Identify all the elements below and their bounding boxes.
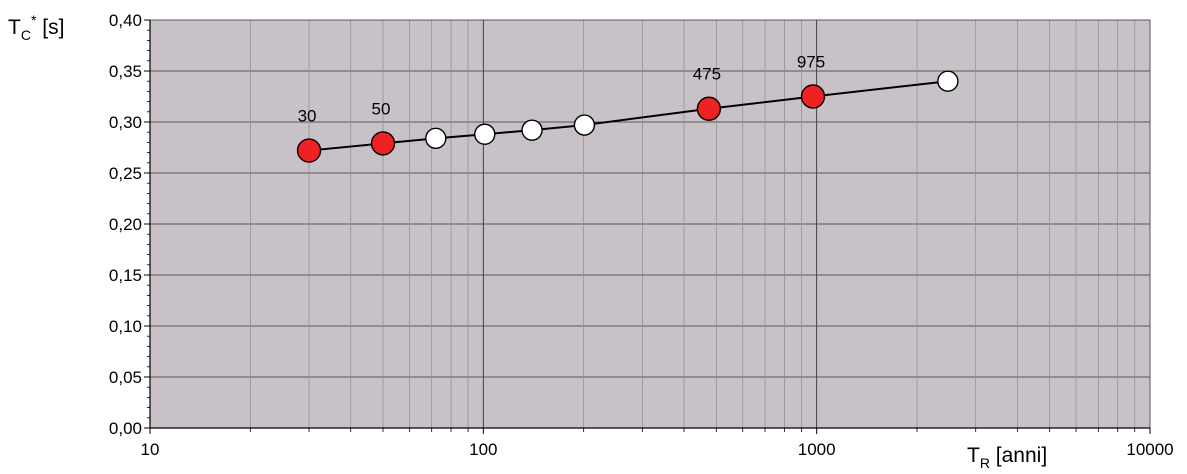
x-axis-title-sub: R: [980, 455, 990, 471]
y-axis-title-sup: *: [31, 12, 37, 28]
y-tick-label: 0,10: [109, 317, 142, 336]
data-point: [573, 114, 596, 136]
data-point: [521, 119, 543, 141]
tick-labels: 0,00 0,05 0,10 0,15 0,20 0,25 0,30 0,35 0,40 10 10…: [109, 11, 1174, 459]
y-tick-label: 0,20: [109, 215, 142, 234]
x-axis-title-rest: [anni]: [990, 444, 1047, 467]
y-axis-title-rest: [s]: [36, 16, 64, 39]
highlight-point: [696, 96, 722, 121]
x-axis-title: TR [anni]: [967, 444, 1047, 471]
data-point: [425, 127, 447, 150]
highlight-point: [296, 138, 322, 163]
point-label: 475: [693, 65, 721, 84]
y-tick-label: 0,35: [109, 62, 142, 81]
x-tick-label: 1000: [798, 440, 836, 459]
axes: [144, 19, 1151, 434]
point-label: 975: [797, 53, 825, 72]
point-label: 50: [372, 99, 391, 118]
y-tick-label: 0,25: [109, 164, 142, 183]
y-axis-title-sub: C: [21, 27, 31, 43]
highlight-point: [800, 84, 826, 109]
y-tick-label: 0,30: [109, 113, 142, 132]
point-label: 30: [298, 107, 317, 126]
y-tick-label: 0,00: [109, 419, 142, 438]
y-axis-title-main: T: [8, 16, 21, 39]
data-point: [474, 123, 496, 145]
y-axis-title: TC* [s]: [8, 12, 64, 43]
y-tick-label: 0,40: [109, 11, 142, 30]
grid-lines: [150, 20, 1150, 428]
x-axis-title-main: T: [967, 444, 980, 467]
data-point: [937, 70, 959, 92]
x-tick-label: 10: [141, 440, 160, 459]
y-tick-label: 0,05: [109, 368, 142, 387]
x-tick-label: 100: [469, 440, 497, 459]
x-tick-label: 10000: [1126, 440, 1173, 459]
highlight-point: [370, 131, 396, 156]
data-series: [296, 70, 959, 163]
y-tick-label: 0,15: [109, 266, 142, 285]
